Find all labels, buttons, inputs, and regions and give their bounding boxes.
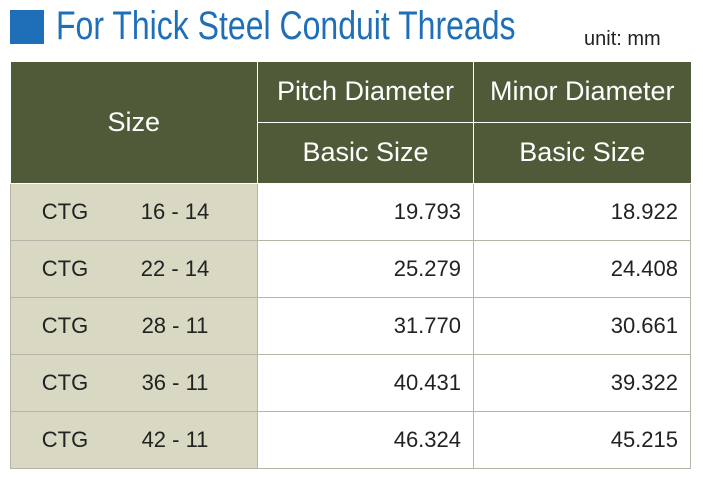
column-header: Pitch Diameter	[257, 62, 474, 123]
minor-diameter: 30.661	[473, 296, 691, 355]
pitch-diameter: 40.431	[257, 353, 474, 412]
table-row: CTG 16 - 14 19.793 18.922	[10, 182, 691, 241]
table-row: CTG 22 - 14 25.279 24.408	[10, 239, 691, 298]
minor-diameter: 24.408	[473, 239, 691, 298]
header-row: Basic Size Basic Size	[11, 122, 691, 184]
thread-type: CTG	[41, 426, 89, 452]
table-row: CTG 42 - 11 46.324 45.215	[10, 410, 691, 469]
thread-type: CTG	[41, 255, 89, 281]
subcolumn-header: Basic Size	[473, 122, 691, 184]
title-marker	[10, 10, 44, 44]
header-row: Size Pitch Diameter Minor Diameter	[10, 62, 691, 184]
table-head: Size Pitch Diameter Minor Diameter Basic…	[10, 62, 691, 184]
column-header: Minor Diameter	[473, 62, 691, 123]
size-cell: CTG 16 - 14	[10, 182, 258, 241]
thread-size: 28 - 11	[141, 312, 209, 338]
subcolumn-header: Basic Size	[257, 122, 474, 184]
pitch-diameter: 25.279	[257, 239, 474, 298]
table-row: CTG 36 - 11 40.431 39.322	[10, 353, 691, 412]
pitch-diameter: 31.770	[257, 296, 474, 355]
thread-size: 16 - 14	[140, 198, 210, 224]
thread-size: 42 - 11	[141, 426, 209, 452]
unit: unit: mm	[584, 28, 661, 50]
size-cell: CTG 28 - 11	[10, 296, 258, 355]
title: For Thick Steel Conduit Threads	[56, 4, 516, 48]
minor-diameter: 18.922	[473, 182, 691, 241]
pitch-diameter: 46.324	[257, 410, 474, 469]
thread-table: Size Pitch Diameter Minor Diameter Basic…	[10, 62, 691, 469]
thread-type: CTG	[41, 369, 89, 395]
thread-size: 36 - 11	[141, 369, 209, 395]
size-cell: CTG 22 - 14	[10, 239, 258, 298]
pitch-diameter: 19.793	[257, 182, 474, 241]
minor-diameter: 45.215	[473, 410, 691, 469]
thread-type: CTG	[41, 312, 89, 338]
minor-diameter: 39.322	[473, 353, 691, 412]
table-body: CTG 16 - 14 19.793 18.922 CTG 22 - 14 25.279 24…	[10, 182, 691, 469]
size-cell: CTG 36 - 11	[10, 353, 258, 412]
size-cell: CTG 42 - 11	[10, 410, 258, 469]
thread-size: 22 - 14	[140, 255, 210, 281]
table-row: CTG 28 - 11 31.770 30.661	[10, 296, 691, 355]
thread-type: CTG	[41, 198, 89, 224]
column-header: Size	[10, 62, 258, 184]
